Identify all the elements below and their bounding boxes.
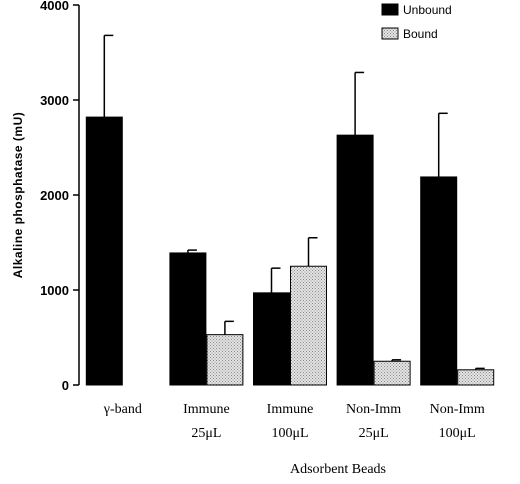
x-category-label: Immune <box>183 402 230 417</box>
x-category-label: 25μL <box>191 426 221 441</box>
x-category-labels: γ-band Immune 25μL Immune 100μL Non-Imm 25μL No… <box>103 402 485 441</box>
legend-label: Unbound <box>403 3 452 17</box>
y-tick-label: 1000 <box>40 283 69 298</box>
bar-bound <box>290 265 327 386</box>
legend-swatch-bound <box>381 27 399 40</box>
bar-unbound <box>420 176 458 386</box>
bar-unbound <box>253 292 290 386</box>
bars <box>85 34 495 386</box>
y-axis-title: Alkaline phosphatase (mU) <box>11 112 25 279</box>
x-category-label: 25μL <box>359 426 389 441</box>
x-category-label: Non-Imm <box>346 402 401 417</box>
bar-bound <box>206 334 244 386</box>
y-tick-label: 4000 <box>40 0 69 13</box>
y-tick-label: 0 <box>62 378 69 393</box>
bar-bound <box>373 360 411 386</box>
x-category-label: γ-band <box>103 402 142 417</box>
legend: Unbound Bound <box>381 3 452 41</box>
bar-bound <box>457 369 495 386</box>
bar-unbound <box>85 116 123 386</box>
y-tick-label: 2000 <box>40 188 69 203</box>
legend-swatch-unbound <box>381 3 399 16</box>
legend-label: Bound <box>403 27 438 41</box>
y-axis: 0 1000 2000 3000 4000 <box>40 0 80 393</box>
x-category-label: 100μL <box>439 426 476 441</box>
bar-unbound <box>169 252 207 386</box>
x-axis-title: Adsorbent Beads <box>290 462 386 477</box>
x-category-label: 100μL <box>271 426 308 441</box>
x-category-label: Immune <box>267 402 314 417</box>
bar-unbound <box>336 134 374 386</box>
y-tick-label: 3000 <box>40 93 69 108</box>
x-category-label: Non-Imm <box>430 402 485 417</box>
